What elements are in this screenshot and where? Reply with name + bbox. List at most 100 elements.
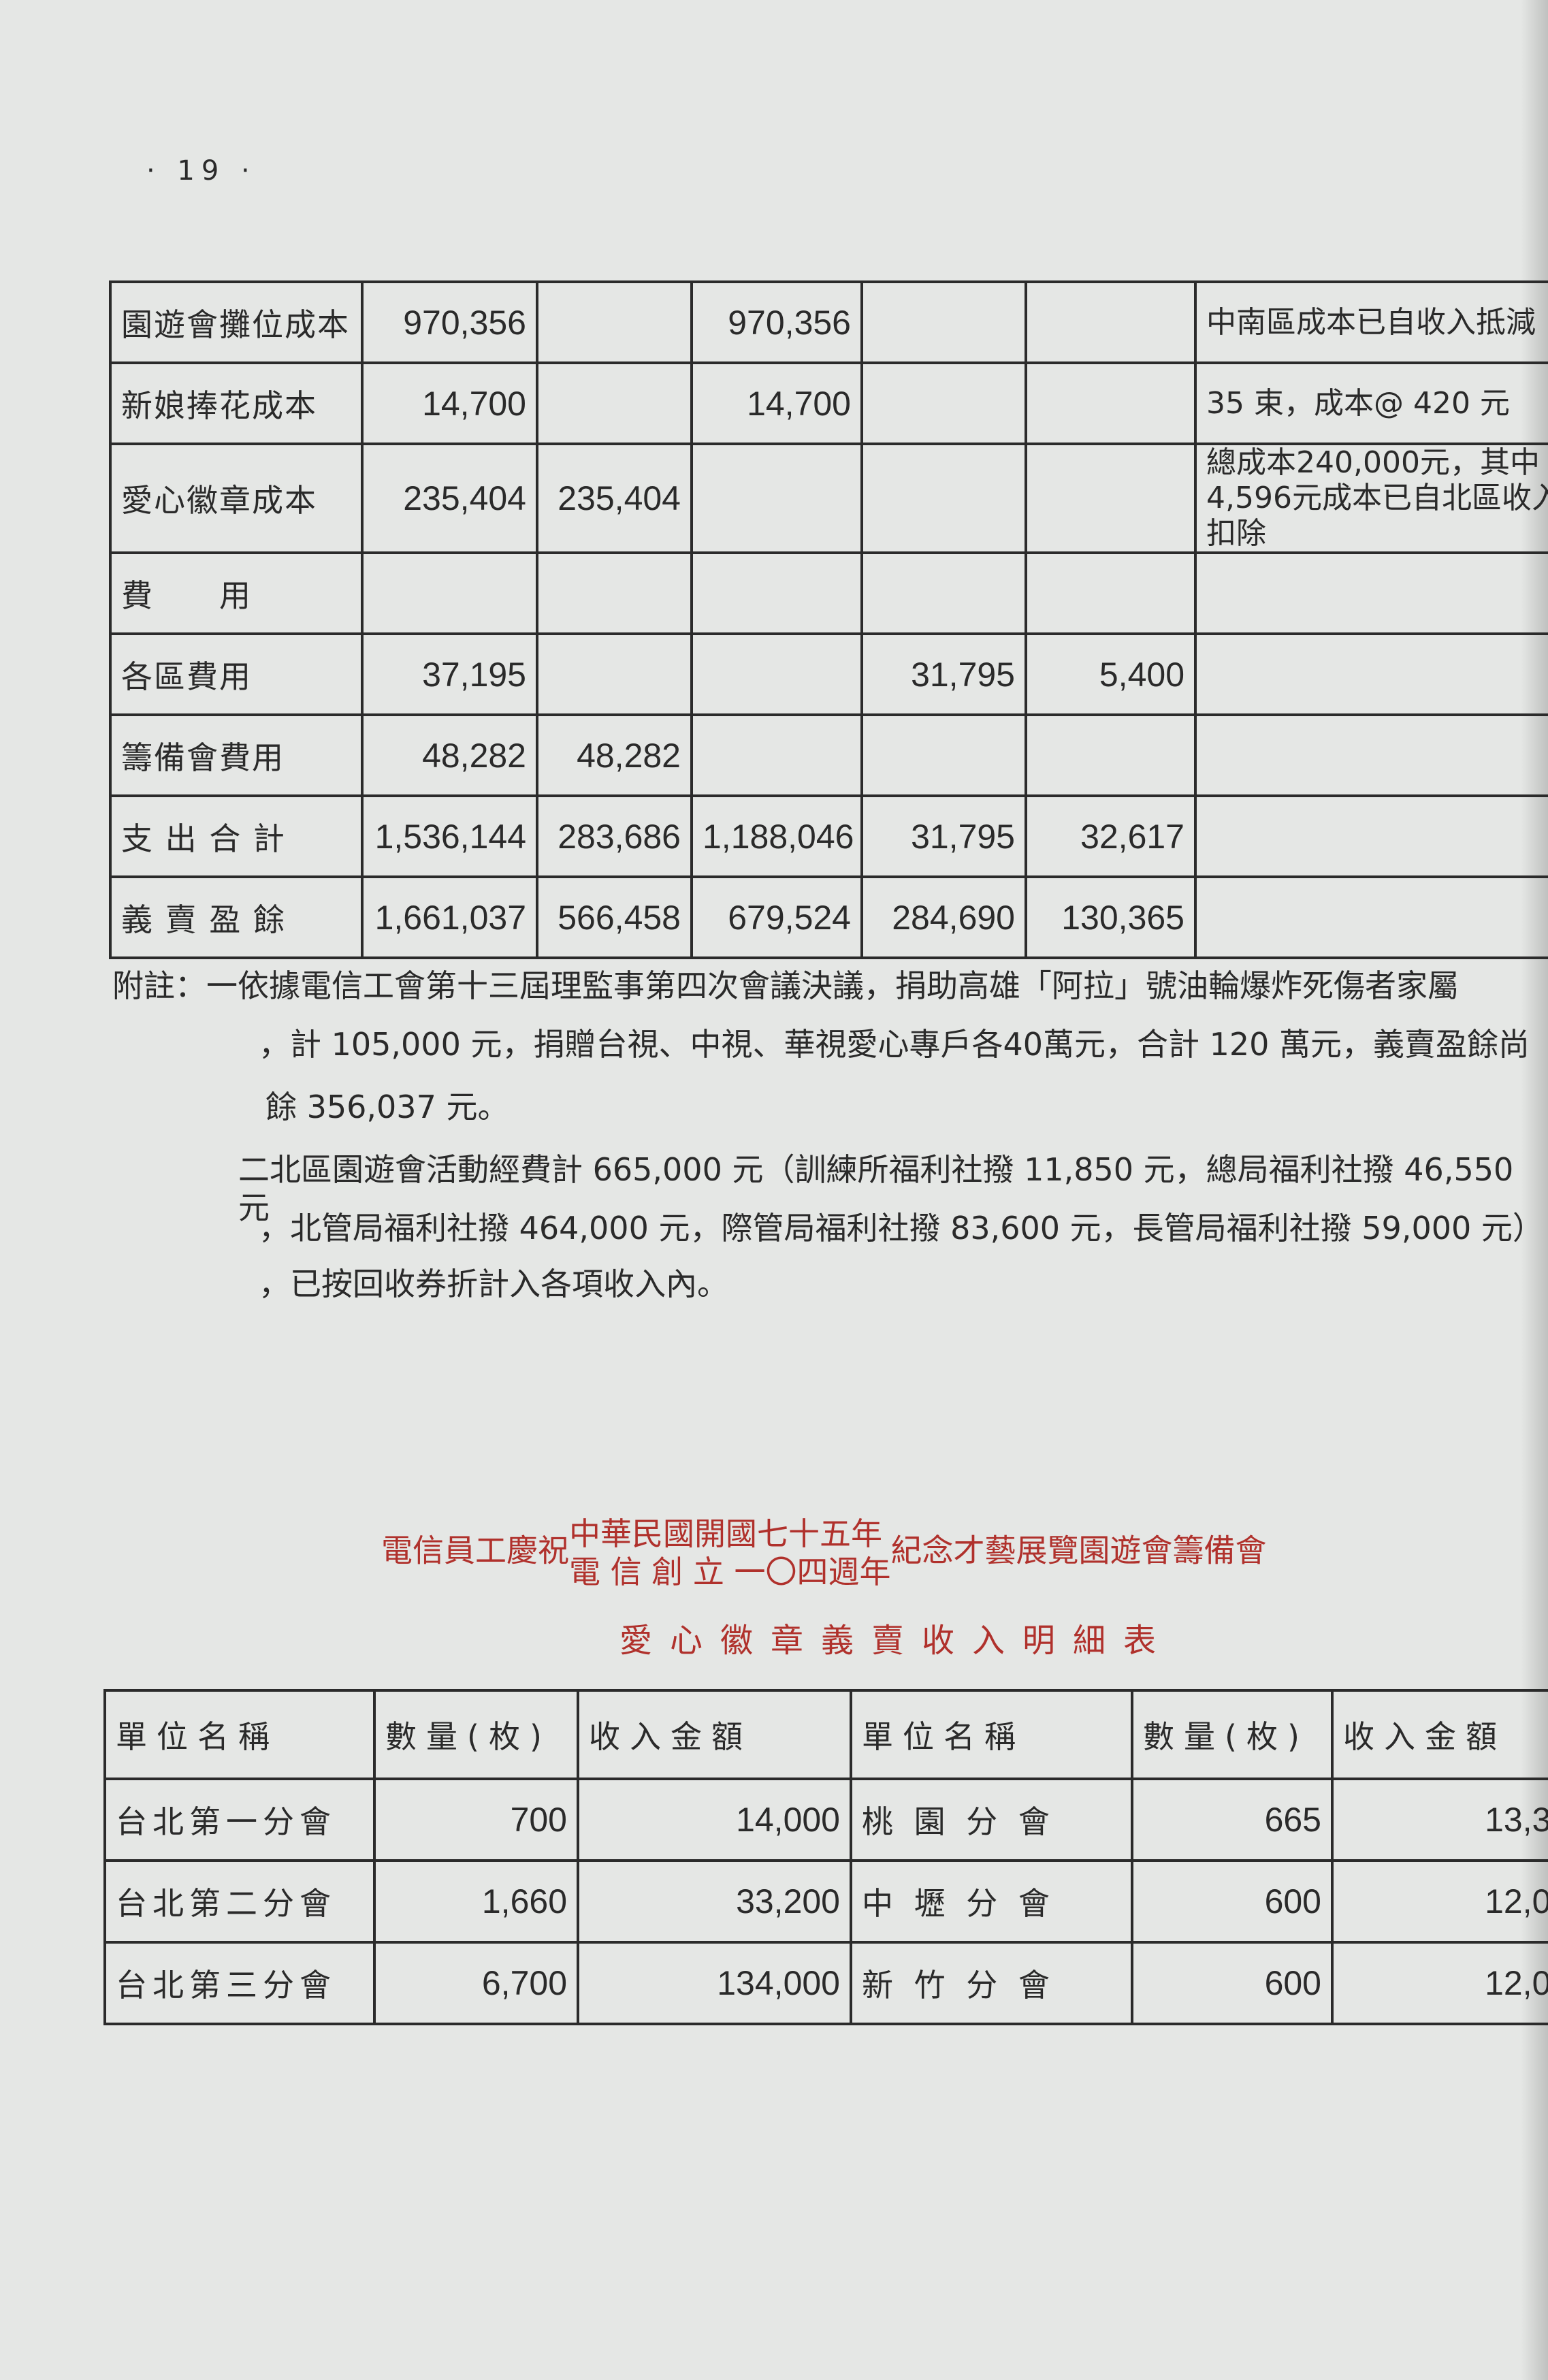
quantity-cell: 600 bbox=[1131, 1941, 1334, 2025]
title-prefix: 電信員工慶祝 bbox=[381, 1532, 569, 1569]
amount-cell: 283,686 bbox=[536, 794, 693, 878]
amount-cell bbox=[1025, 551, 1197, 635]
amount-cell bbox=[536, 280, 693, 364]
quantity-cell: 665 bbox=[1131, 1778, 1334, 1862]
amount-cell bbox=[1025, 713, 1197, 797]
table-row: 義 賣 盈 餘 1,661,037 566,458 679,524 284,690 130… bbox=[109, 875, 1548, 959]
unit-name: 桃 園 分 會 bbox=[850, 1778, 1133, 1862]
document-subtitle: 愛心徽章義賣收入明細表 bbox=[619, 1622, 1174, 1660]
quantity-cell: 6,700 bbox=[373, 1941, 579, 2025]
row-label: 籌備會費用 bbox=[109, 713, 364, 797]
income-cell: 13,300 bbox=[1331, 1778, 1548, 1862]
note-1-line-3: 餘 356,037 元。 bbox=[265, 1089, 509, 1125]
document-title: 電信員工慶祝中華民國開國七十五年電 信 創 立 一〇四週年紀念才藝展覽園遊會籌備… bbox=[381, 1515, 1267, 1591]
remark-cell bbox=[1194, 794, 1548, 878]
amount-cell: 284,690 bbox=[860, 875, 1027, 959]
unit-name: 台北第一分會 bbox=[103, 1778, 376, 1862]
column-header: 單位名稱 bbox=[103, 1689, 376, 1780]
income-cell: 134,000 bbox=[577, 1941, 852, 2025]
table-row: 費 用 bbox=[109, 551, 1548, 635]
amount-cell bbox=[361, 551, 538, 635]
amount-cell bbox=[1025, 361, 1197, 445]
note-2-line-1: 二北區園遊會活動經費計 665,000 元（訓練所福利社撥 11,850 元，總… bbox=[238, 1151, 1514, 1226]
note-1-line-2: ，計 105,000 元，捐贈台視、中視、華視愛心專戶各40萬元，合計 120 … bbox=[259, 1026, 1530, 1063]
amount-cell: 1,661,037 bbox=[361, 875, 538, 959]
amount-cell: 14,700 bbox=[690, 361, 863, 445]
amount-cell: 235,404 bbox=[361, 443, 538, 554]
column-header: 數量(枚) bbox=[373, 1689, 579, 1780]
amount-cell bbox=[1025, 443, 1197, 554]
amount-cell bbox=[860, 280, 1027, 364]
row-label: 新娘捧花成本 bbox=[109, 361, 364, 445]
amount-cell: 1,536,144 bbox=[361, 794, 538, 878]
amount-cell: 970,356 bbox=[361, 280, 538, 364]
row-label: 園遊會攤位成本 bbox=[109, 280, 364, 364]
table-row: 愛心徽章成本 235,404 235,404 總成本240,000元，其中4,596元… bbox=[109, 443, 1548, 554]
table-row: 各區費用 37,195 31,795 5,400 bbox=[109, 632, 1548, 716]
remark-cell: 35 束，成本@ 420 元 bbox=[1194, 361, 1548, 445]
row-label: 各區費用 bbox=[109, 632, 364, 716]
amount-cell: 48,282 bbox=[361, 713, 538, 797]
remark-cell: 總成本240,000元，其中4,596元成本已自北區收入內扣除 bbox=[1194, 443, 1548, 554]
amount-cell bbox=[860, 713, 1027, 797]
amount-cell bbox=[1025, 280, 1197, 364]
row-label: 義 賣 盈 餘 bbox=[109, 875, 364, 959]
table-row: 支 出 合 計 1,536,144 283,686 1,188,046 31,795 32… bbox=[109, 794, 1548, 878]
title-suffix: 紀念才藝展覽園遊會籌備會 bbox=[890, 1532, 1267, 1569]
amount-cell bbox=[690, 632, 863, 716]
row-label: 支 出 合 計 bbox=[109, 794, 364, 878]
amount-cell bbox=[536, 632, 693, 716]
income-cell: 12,000 bbox=[1331, 1941, 1548, 2025]
amount-cell bbox=[860, 361, 1027, 445]
income-cell: 14,000 bbox=[577, 1778, 852, 1862]
amount-cell: 970,356 bbox=[690, 280, 863, 364]
column-header: 收入金額 bbox=[577, 1689, 852, 1780]
note-1-line-1: 附註：一依據電信工會第十三屆理監事第四次會議決議，捐助高雄「阿拉」號油輪爆炸死傷… bbox=[112, 967, 1459, 1004]
header-row: 單位名稱 數量(枚) 收入金額 單位名稱 數量(枚) 收入金額 bbox=[103, 1689, 1548, 1780]
amount-cell: 31,795 bbox=[860, 794, 1027, 878]
amount-cell bbox=[860, 443, 1027, 554]
table-row: 籌備會費用 48,282 48,282 bbox=[109, 713, 1548, 797]
page-number: · 19 · bbox=[146, 155, 257, 187]
income-cell: 12,000 bbox=[1331, 1859, 1548, 1944]
amount-cell bbox=[690, 443, 863, 554]
amount-cell: 566,458 bbox=[536, 875, 693, 959]
amount-cell: 235,404 bbox=[536, 443, 693, 554]
unit-name: 中 壢 分 會 bbox=[850, 1859, 1133, 1944]
note-2-line-2: ，北管局福利社撥 464,000 元，際管局福利社撥 83,600 元，長管局福… bbox=[259, 1210, 1544, 1247]
amount-cell: 37,195 bbox=[361, 632, 538, 716]
unit-name: 新 竹 分 會 bbox=[850, 1941, 1133, 2025]
unit-name: 台北第二分會 bbox=[103, 1859, 376, 1944]
remark-cell bbox=[1194, 632, 1548, 716]
quantity-cell: 700 bbox=[373, 1778, 579, 1862]
row-label: 愛心徽章成本 bbox=[109, 443, 364, 554]
amount-cell: 130,365 bbox=[1025, 875, 1197, 959]
amount-cell: 5,400 bbox=[1025, 632, 1197, 716]
amount-cell: 14,700 bbox=[361, 361, 538, 445]
unit-name: 台北第三分會 bbox=[103, 1941, 376, 2025]
column-header: 收入金額 bbox=[1331, 1689, 1548, 1780]
title-line-b: 電 信 創 立 一〇四週年 bbox=[569, 1554, 891, 1590]
column-header: 數量(枚) bbox=[1131, 1689, 1334, 1780]
quantity-cell: 600 bbox=[1131, 1859, 1334, 1944]
amount-cell: 679,524 bbox=[690, 875, 863, 959]
amount-cell bbox=[690, 713, 863, 797]
table-row: 園遊會攤位成本 970,356 970,356 中南區成本已自收入抵減 bbox=[109, 280, 1548, 364]
title-line-a: 中華民國開國七十五年 bbox=[569, 1515, 882, 1552]
amount-cell: 32,617 bbox=[1025, 794, 1197, 878]
expense-table: 園遊會攤位成本 970,356 970,356 中南區成本已自收入抵減 新娘捧花成本 14… bbox=[109, 280, 1548, 959]
badge-sales-table: 單位名稱 數量(枚) 收入金額 單位名稱 數量(枚) 收入金額 台北第一分會 700 14,00… bbox=[103, 1689, 1548, 2025]
quantity-cell: 1,660 bbox=[373, 1859, 579, 1944]
note-2-line-3: ，已按回收券折計入各項收入內。 bbox=[259, 1266, 728, 1302]
remark-cell bbox=[1194, 713, 1548, 797]
amount-cell bbox=[860, 551, 1027, 635]
amount-cell: 48,282 bbox=[536, 713, 693, 797]
row-label: 費 用 bbox=[109, 551, 364, 635]
remark-cell: 中南區成本已自收入抵減 bbox=[1194, 280, 1548, 364]
remark-cell bbox=[1194, 551, 1548, 635]
column-header: 單位名稱 bbox=[850, 1689, 1133, 1780]
amount-cell: 31,795 bbox=[860, 632, 1027, 716]
